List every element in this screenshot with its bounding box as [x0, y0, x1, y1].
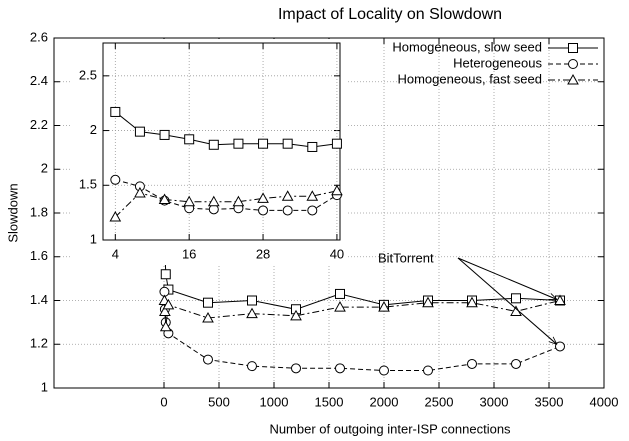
marker [203, 297, 213, 308]
marker [159, 305, 171, 316]
marker [258, 205, 269, 216]
marker [282, 138, 293, 149]
marker [378, 301, 390, 312]
x-tick-label: 16 [182, 246, 196, 261]
marker [207, 195, 220, 207]
marker [307, 141, 318, 152]
legend-label: Homogeneous, slow seed [392, 39, 542, 54]
annotation-arrow [457, 257, 557, 344]
marker [110, 174, 121, 185]
marker [160, 269, 171, 280]
y-tick-label: 1.2 [30, 336, 48, 351]
marker [233, 138, 244, 149]
series-line [115, 179, 338, 211]
annotation: BitTorrent [378, 250, 434, 265]
marker [208, 204, 219, 215]
x-tick-label: 500 [208, 394, 230, 409]
x-tick-label: 0 [160, 394, 167, 409]
inset-background [70, 39, 346, 265]
plot-frame [53, 37, 605, 389]
marker [258, 138, 269, 149]
x-tick-label: 4 [112, 246, 119, 261]
marker [306, 190, 319, 201]
marker [203, 354, 213, 365]
x-tick-label: 2500 [425, 394, 454, 409]
marker [281, 190, 294, 201]
y-axis-label: Slowdown [5, 183, 20, 242]
y-tick-label: 2.6 [30, 29, 48, 44]
marker [232, 195, 245, 207]
marker [335, 288, 345, 299]
marker [568, 59, 578, 69]
marker [568, 43, 578, 53]
y-tick-label: 1.6 [30, 248, 48, 263]
marker [511, 293, 521, 304]
marker [134, 126, 145, 137]
marker [110, 106, 121, 117]
marker [331, 138, 342, 149]
x-tick-label: 40 [330, 246, 344, 261]
marker [183, 195, 196, 207]
marker [307, 205, 318, 216]
x-tick-label: 1500 [315, 394, 344, 409]
marker [554, 294, 566, 305]
y-tick-label: 2.5 [79, 67, 97, 82]
marker [202, 311, 214, 323]
legend-label: Homogeneous, fast seed [397, 71, 542, 86]
series-line [163, 300, 561, 327]
marker [208, 139, 219, 150]
marker [422, 296, 434, 308]
y-tick-label: 2 [90, 122, 97, 137]
y-tick-label: 2.4 [30, 73, 48, 88]
x-tick-label: 28 [256, 246, 270, 261]
marker [331, 184, 343, 196]
y-tick-label: 2.2 [30, 117, 48, 132]
marker [511, 358, 521, 369]
series-line [114, 111, 337, 148]
marker [282, 205, 293, 216]
marker [159, 129, 170, 140]
marker [379, 365, 389, 376]
marker [162, 298, 175, 310]
marker [247, 361, 257, 372]
marker [555, 341, 565, 352]
series-line [163, 291, 561, 371]
marker [291, 363, 301, 374]
x-tick-label: 4000 [590, 394, 619, 409]
x-tick-label: 3000 [480, 394, 509, 409]
marker [257, 192, 269, 203]
marker [246, 307, 258, 319]
y-tick-label: 1 [90, 231, 97, 246]
marker [247, 295, 257, 306]
y-tick-label: 1.4 [30, 292, 48, 307]
y-tick-label: 1.8 [30, 204, 48, 219]
y-tick-label: 1 [41, 379, 48, 394]
marker [334, 301, 346, 312]
marker [290, 309, 302, 321]
marker [184, 134, 195, 145]
y-tick-label: 1.5 [79, 177, 97, 192]
marker [567, 73, 579, 85]
marker [159, 320, 172, 332]
legend-label: Heterogeneous [453, 55, 542, 70]
marker [335, 363, 345, 374]
y-tick-label: 2 [41, 161, 48, 176]
marker [134, 186, 146, 198]
marker [158, 193, 171, 205]
x-tick-label: 3500 [535, 394, 564, 409]
marker [467, 358, 477, 369]
marker [109, 210, 122, 222]
x-tick-label: 1000 [260, 394, 289, 409]
chart-title: Impact of Locality on Slowdown [278, 6, 502, 23]
series-line [114, 190, 338, 218]
x-tick-label: 2000 [370, 394, 399, 409]
marker [423, 365, 433, 376]
x-axis-label: Number of outgoing inter-ISP connections [269, 421, 511, 436]
marker [466, 296, 478, 308]
annotation-arrow [457, 257, 557, 300]
